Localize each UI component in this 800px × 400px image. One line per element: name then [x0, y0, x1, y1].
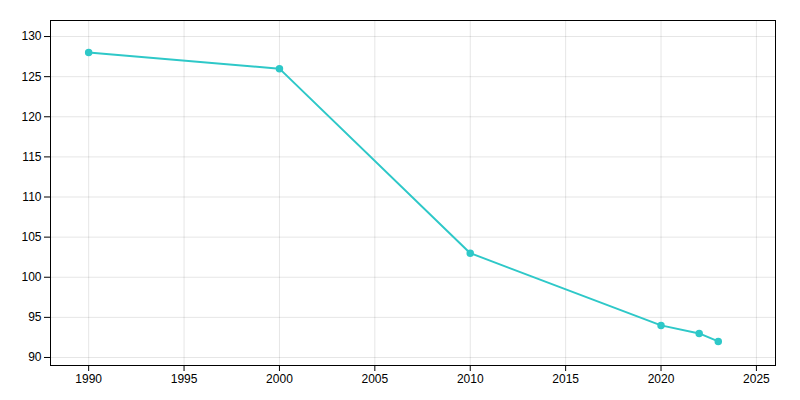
- svg-text:100: 100: [21, 270, 41, 284]
- svg-text:130: 130: [21, 29, 41, 43]
- svg-text:105: 105: [21, 230, 41, 244]
- svg-text:110: 110: [22, 190, 41, 204]
- svg-text:2020: 2020: [648, 372, 675, 386]
- svg-text:115: 115: [22, 150, 41, 164]
- svg-text:1990: 1990: [75, 372, 102, 386]
- svg-text:95: 95: [28, 310, 42, 324]
- svg-text:2025: 2025: [743, 372, 770, 386]
- svg-text:2005: 2005: [361, 372, 388, 386]
- svg-text:1995: 1995: [171, 372, 198, 386]
- svg-text:2000: 2000: [266, 372, 293, 386]
- svg-text:125: 125: [21, 70, 41, 84]
- svg-text:120: 120: [21, 110, 41, 124]
- svg-text:2010: 2010: [457, 372, 484, 386]
- svg-text:2015: 2015: [552, 372, 579, 386]
- svg-text:90: 90: [28, 350, 42, 364]
